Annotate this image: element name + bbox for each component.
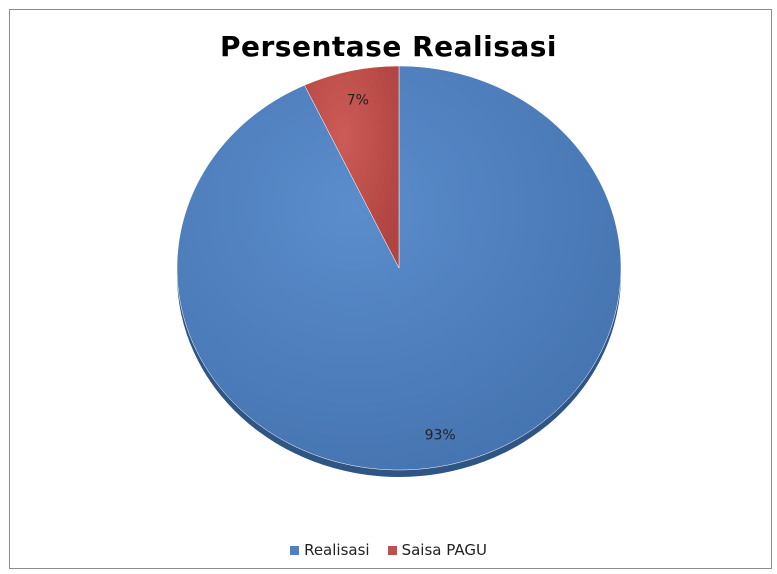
data-label-realisasi: 93% (425, 428, 456, 444)
legend-label-saisa-pagu: Saisa PAGU (401, 541, 487, 559)
legend-swatch-saisa-pagu (387, 545, 397, 555)
legend-item-saisa-pagu: Saisa PAGU (387, 541, 487, 559)
pie-slice-saisa-pagu (304, 65, 400, 269)
legend: Realisasi Saisa PAGU (0, 541, 777, 559)
legend-swatch-realisasi (290, 545, 300, 555)
legend-label-realisasi: Realisasi (304, 541, 370, 559)
data-label-saisa-pagu: 7% (347, 92, 369, 108)
chart-title: Persentase Realisasi (219, 30, 558, 63)
legend-item-realisasi: Realisasi (290, 541, 370, 559)
